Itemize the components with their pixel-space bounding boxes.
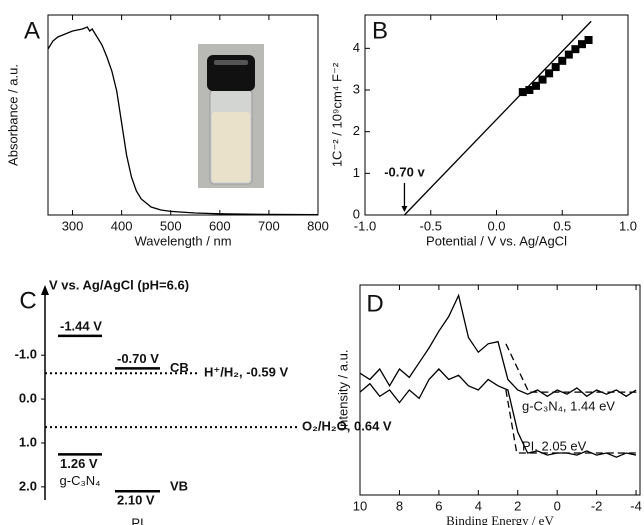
annotation: g-C₃N₄, 1.44 eV xyxy=(522,398,615,413)
data-point xyxy=(525,86,534,94)
data-point xyxy=(571,45,580,54)
vb-label: 1.26 V xyxy=(60,456,98,471)
x-tick-label: 800 xyxy=(307,218,329,233)
data-point xyxy=(545,69,554,78)
x-axis-label: Potential / V vs. Ag/AgCl xyxy=(426,233,567,248)
extrapolation-line xyxy=(505,343,639,393)
axis-arrow xyxy=(41,285,49,295)
x-tick-label: -0.5 xyxy=(420,218,442,233)
y-tick-label: 0.0 xyxy=(19,391,37,406)
annotation: -0.70 v xyxy=(384,164,425,179)
x-tick-label: -1.0 xyxy=(354,218,376,233)
x-tick-label: 0 xyxy=(554,498,561,513)
data-line xyxy=(359,368,637,458)
data-point xyxy=(551,63,560,72)
x-tick-label: 500 xyxy=(160,218,182,233)
y-tick-label: 2.0 xyxy=(19,478,37,493)
extrapolation-line xyxy=(505,389,639,454)
data-point xyxy=(538,75,547,84)
y-tick-label: 1 xyxy=(353,165,360,180)
x-tick-label: 400 xyxy=(111,218,133,233)
material-name: g-C₃N₄ xyxy=(60,473,101,488)
y-tick-label: 4 xyxy=(353,40,360,55)
panel-letter: A xyxy=(24,17,40,44)
y-tick-label: 0 xyxy=(353,206,360,221)
x-tick-label: 4 xyxy=(475,498,482,513)
y-axis-label: Intensity / a.u. xyxy=(335,350,350,431)
cap-highlight xyxy=(214,60,248,65)
data-point xyxy=(584,36,593,44)
x-tick-label: 10 xyxy=(353,498,367,513)
y-tick-label: 3 xyxy=(353,81,360,96)
y-axis-label: 1C⁻² / 10⁹cm⁴ F⁻² xyxy=(329,62,344,167)
x-tick-label: -2 xyxy=(591,498,603,513)
panel-letter: B xyxy=(372,17,388,44)
x-tick-label: 2 xyxy=(514,498,521,513)
x-tick-label: 1.0 xyxy=(619,218,637,233)
x-tick-label: 600 xyxy=(209,218,231,233)
data-point xyxy=(564,50,573,59)
vial-powder xyxy=(212,112,250,182)
material-name: PI xyxy=(131,516,143,525)
x-tick-label: 300 xyxy=(62,218,84,233)
vb-label: 2.10 V xyxy=(117,493,155,508)
data-point xyxy=(531,81,540,90)
redox-label: H⁺/H₂, -0.59 V xyxy=(204,365,288,380)
x-tick-label: 6 xyxy=(435,498,442,513)
y-tick-label: 2 xyxy=(353,123,360,138)
cb-label: -0.70 V xyxy=(117,351,159,366)
plot-frame xyxy=(359,284,641,496)
plot-frame xyxy=(47,14,319,216)
y-tick-label: 1.0 xyxy=(19,434,37,449)
vial-photo xyxy=(198,44,264,188)
data-line xyxy=(359,293,637,398)
y-tick-label: -1.0 xyxy=(15,347,37,362)
y-axis-label: V vs. Ag/AgCl (pH=6.6) xyxy=(49,277,189,292)
y-axis-label: Absorbance / a.u. xyxy=(5,64,20,166)
x-tick-label: 0.0 xyxy=(487,218,505,233)
x-axis-label: Wavelength / nm xyxy=(134,233,231,248)
panel-letter: D xyxy=(366,290,383,317)
x-axis-label: Binding Energy / eV xyxy=(446,513,554,525)
arrow-head xyxy=(401,206,408,212)
x-tick-label: 700 xyxy=(258,218,280,233)
data-line xyxy=(47,26,319,216)
cb-label: -1.44 V xyxy=(60,318,102,333)
x-tick-label: 8 xyxy=(396,498,403,513)
band-tag: VB xyxy=(170,479,188,494)
annotation: PI, 2.05 eV xyxy=(522,438,587,453)
data-point xyxy=(558,56,567,65)
band-tag: CB xyxy=(170,360,189,375)
redox-label: O₂/H₂O, 0.64 V xyxy=(302,419,392,434)
panel-letter: C xyxy=(19,287,36,314)
x-tick-label: -4 xyxy=(630,498,642,513)
x-tick-label: 0.5 xyxy=(553,218,571,233)
data-point xyxy=(577,40,586,49)
data-line xyxy=(403,20,592,216)
